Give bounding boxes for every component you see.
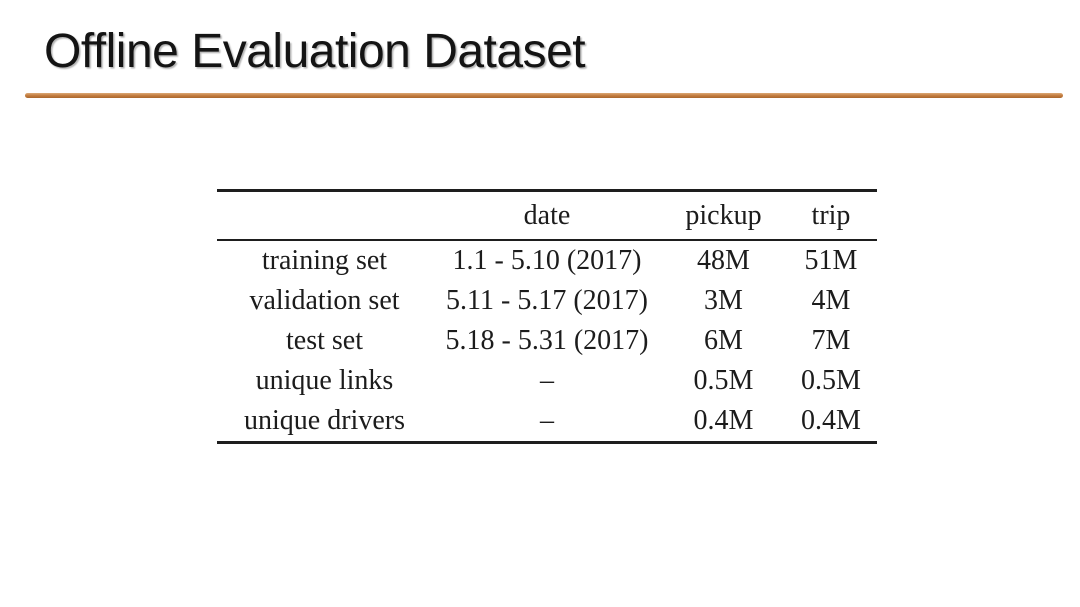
row-label-cell: validation set <box>249 285 400 316</box>
pickup-cell: 48M <box>697 245 750 276</box>
table-row: unique links – 0.5M 0.5M <box>217 361 877 401</box>
row-label-cell: unique links <box>255 365 394 396</box>
trip-cell: 4M <box>811 285 851 316</box>
pickup-cell: 0.5M <box>693 365 754 396</box>
table-row: validation set 5.11 - 5.17 (2017) 3M 4M <box>217 281 877 321</box>
trip-cell: 0.4M <box>801 405 861 436</box>
col-header-trip: trip <box>811 199 851 231</box>
slide-title: Offline Evaluation Dataset <box>44 25 586 78</box>
trip-cell: 7M <box>811 325 851 356</box>
dataset-table: date pickup trip training set 1.1 - 5.10… <box>217 189 877 444</box>
col-header-pickup: pickup <box>685 199 762 231</box>
table-container: date pickup trip training set 1.1 - 5.10… <box>217 189 877 444</box>
date-cell: – <box>540 365 554 396</box>
trip-cell: 0.5M <box>801 365 861 396</box>
date-cell: 5.11 - 5.17 (2017) <box>446 285 648 316</box>
pickup-cell: 6M <box>704 325 743 356</box>
date-cell: – <box>540 405 554 436</box>
row-label-cell: training set <box>261 245 388 276</box>
trip-cell: 51M <box>804 245 858 276</box>
table-header-row: date pickup trip <box>217 191 877 241</box>
table-row: training set 1.1 - 5.10 (2017) 48M 51M <box>217 240 877 281</box>
table-row: test set 5.18 - 5.31 (2017) 6M 7M <box>217 321 877 361</box>
col-header-date: date <box>523 199 571 231</box>
pickup-cell: 0.4M <box>693 405 754 436</box>
row-label-cell: unique drivers <box>244 405 405 436</box>
table-row: unique drivers – 0.4M 0.4M <box>217 401 877 443</box>
row-label-cell: test set <box>286 325 363 356</box>
accent-divider <box>25 93 1063 98</box>
col-header-empty <box>217 191 432 241</box>
date-cell: 5.18 - 5.31 (2017) <box>445 325 649 356</box>
date-cell: 1.1 - 5.10 (2017) <box>452 245 642 276</box>
pickup-cell: 3M <box>704 285 743 316</box>
